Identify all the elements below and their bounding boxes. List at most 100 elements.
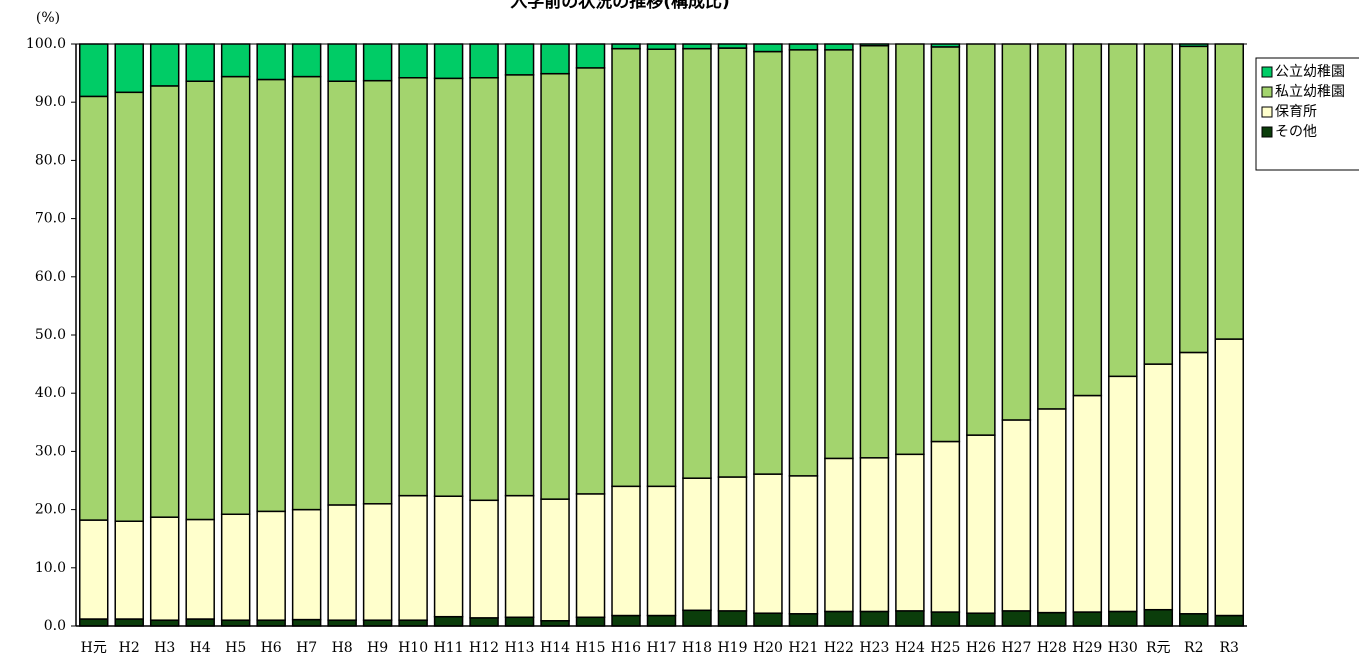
y-tick-label: 0.0 (44, 618, 66, 634)
x-tick-label: H15 (576, 640, 606, 656)
bar-segment (611, 43, 641, 50)
bar-segment (717, 610, 748, 627)
x-tick-label: H6 (261, 640, 282, 656)
bar-segment (540, 72, 570, 500)
bar-segment (1143, 43, 1174, 365)
bar-segment (398, 619, 428, 627)
bar-segment (930, 46, 961, 443)
legend-swatch (1261, 66, 1273, 78)
bar-segment (682, 43, 712, 50)
bar-segment (824, 610, 854, 627)
x-tick-label: H13 (505, 640, 535, 656)
bar-segment (540, 620, 570, 627)
bar-segment (327, 619, 357, 627)
bar-segment (1108, 610, 1138, 627)
bar-segment (1037, 43, 1067, 410)
chart-title: 入学前の状況の推移(構成比) (510, 0, 730, 12)
x-tick-label: R2 (1184, 640, 1203, 656)
x-tick-label: H17 (646, 640, 676, 656)
legend-label: 公立幼稚園 (1275, 64, 1345, 80)
bar-segment (504, 494, 535, 619)
bar-segment (717, 47, 748, 478)
bar-segment (185, 518, 215, 620)
bar-segment (362, 79, 393, 505)
x-tick-label: H5 (225, 640, 246, 656)
bar-segment (220, 75, 251, 516)
bar-segment (433, 77, 464, 497)
bar-segment (291, 618, 322, 627)
bar-segment (540, 498, 570, 622)
bar-segment (469, 617, 499, 627)
bar-segment (149, 85, 180, 518)
x-tick-label: R3 (1220, 640, 1239, 656)
x-tick-label: H2 (119, 640, 140, 656)
bar-segment (646, 43, 677, 50)
bar-segment (185, 80, 215, 521)
bar-segment (327, 43, 357, 82)
x-tick-label: H24 (895, 640, 925, 656)
x-tick-label: H元 (81, 640, 107, 656)
bar-segment (398, 494, 428, 621)
bar-segment (256, 78, 286, 513)
bar-segment (682, 47, 712, 479)
bar-segment (327, 80, 357, 506)
bar-segment (504, 74, 535, 497)
y-axis-label: (%) (36, 10, 60, 26)
x-tick-label: H25 (930, 640, 960, 656)
x-tick-label: H22 (824, 640, 854, 656)
bar-segment (753, 43, 783, 53)
bar-segment (114, 43, 144, 94)
legend-label: 私立幼稚園 (1275, 84, 1345, 100)
bar-segment (1179, 613, 1209, 627)
bar-segment (575, 616, 606, 627)
bar-segment (1108, 375, 1138, 613)
bar-segment (469, 499, 499, 619)
bar-segment (362, 43, 393, 82)
bar-segment (149, 43, 180, 87)
bar-segment (1072, 611, 1103, 627)
bar-segment (1072, 43, 1103, 397)
x-tick-label: H23 (859, 640, 889, 656)
bar-segment (1037, 611, 1067, 627)
x-tick-label: R元 (1146, 640, 1171, 656)
bar-segment (433, 495, 464, 618)
bar-segment (895, 43, 925, 456)
bar-segment (788, 613, 819, 627)
y-tick-label: 10.0 (35, 560, 66, 576)
bar-segment (78, 43, 109, 98)
bar-segment (78, 95, 109, 521)
bar-segment (256, 43, 286, 81)
bar-segment (611, 485, 641, 617)
bar-segment (788, 49, 819, 477)
bar-segment (114, 618, 144, 627)
bar-segment (611, 614, 641, 627)
bar-segment (859, 44, 890, 459)
bar-segment (220, 513, 251, 621)
bar-segment (114, 91, 144, 522)
bar-segment (220, 619, 251, 627)
y-tick-label: 100.0 (26, 36, 66, 52)
bar-segment (540, 43, 570, 75)
legend-swatch (1261, 126, 1273, 138)
bar-segment (682, 477, 712, 612)
x-tick-label: H21 (788, 640, 818, 656)
bar-segment (1143, 608, 1174, 627)
x-tick-label: H26 (966, 640, 996, 656)
legend-label: 保育所 (1275, 104, 1317, 120)
bar-segment (575, 67, 606, 495)
bar-segment (114, 520, 144, 620)
bar-segment (1214, 43, 1245, 340)
bar-segment (1037, 408, 1067, 614)
bar-segment (291, 75, 322, 511)
x-tick-label: H30 (1108, 640, 1138, 656)
bar-segment (1108, 43, 1138, 378)
bar-segment (824, 43, 854, 51)
bar-segment (895, 610, 925, 627)
bar-segment (575, 493, 606, 619)
bar-segment (753, 612, 783, 627)
bar-segment (78, 519, 109, 620)
bar-segment (220, 43, 251, 78)
bar-segment (149, 619, 180, 627)
bar-segment (1179, 351, 1209, 615)
